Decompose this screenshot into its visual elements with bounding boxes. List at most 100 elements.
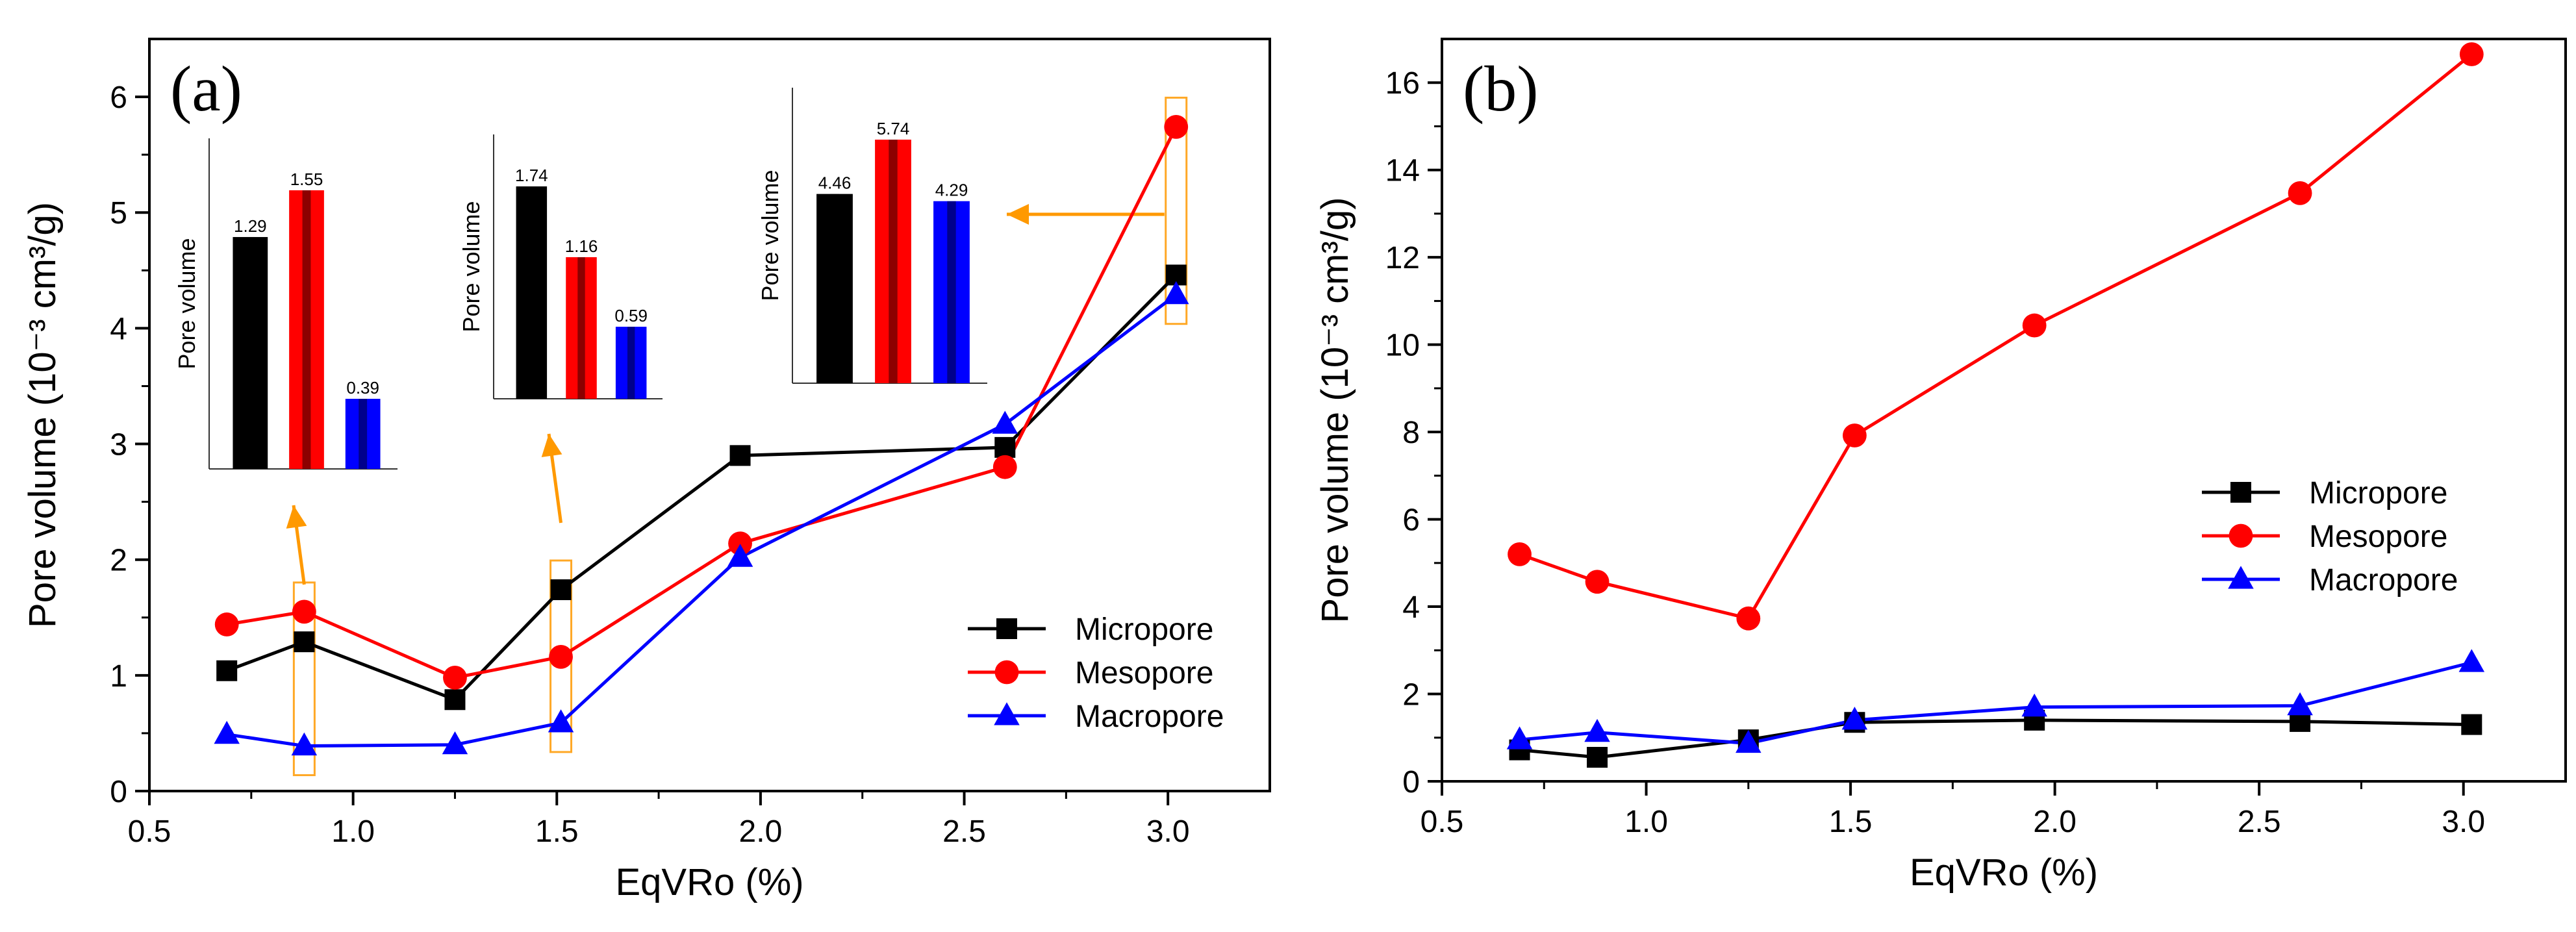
legend-label: Macropore — [2309, 563, 2458, 598]
inset-bar — [875, 140, 911, 383]
data-point-mesopore — [2459, 42, 2484, 66]
y-tick-label: 5 — [110, 196, 127, 231]
legend-marker-macropore — [994, 702, 1020, 725]
x-tick-label: 3.0 — [2442, 805, 2485, 839]
y-axis-title: Pore volume (10⁻³ cm³/g) — [21, 202, 64, 628]
legend-label: Macropore — [1075, 699, 1224, 734]
data-point-micropore — [1587, 747, 1608, 768]
inset-bar-shade — [577, 257, 585, 399]
inset-bar — [816, 194, 853, 383]
plot-frame — [148, 38, 1271, 792]
data-point-macropore — [1736, 729, 1762, 753]
inset-bar-value-label: 1.55 — [290, 170, 323, 189]
inset-bar-value-label: 1.16 — [565, 236, 598, 256]
highlight-box — [1165, 96, 1188, 325]
data-point-macropore — [1584, 718, 1610, 742]
data-point-macropore — [548, 709, 574, 733]
annotation-arrowhead — [286, 505, 307, 529]
series-line-macropore — [1519, 661, 2472, 746]
data-point-mesopore — [549, 644, 573, 669]
inset-y-axis-title: Pore volume — [173, 238, 200, 369]
inset-bar-chart: 1.74 1.16 0.59 Pore volume — [458, 134, 663, 399]
inset-bar-shade — [830, 194, 839, 383]
data-point-micropore — [444, 689, 466, 711]
y-axis-title: Pore volume (10⁻³ cm³/g) — [1314, 197, 1356, 623]
data-point-mesopore — [992, 455, 1017, 479]
x-tick-label: 0.5 — [128, 814, 171, 849]
data-point-mesopore — [1585, 570, 1610, 594]
data-point-macropore — [1163, 281, 1189, 305]
data-point-mesopore — [292, 599, 316, 624]
inset-bar-shade — [527, 186, 536, 399]
legend-marker-micropore — [996, 618, 1017, 639]
legend-label: Micropore — [1075, 612, 1213, 647]
y-tick-label: 4 — [1402, 590, 1420, 625]
data-point-macropore — [442, 731, 468, 755]
y-tick-label: 12 — [1385, 241, 1420, 275]
x-tick-label: 1.0 — [331, 814, 375, 849]
data-point-macropore — [992, 410, 1018, 434]
inset-bar-value-label: 1.29 — [234, 216, 267, 236]
inset-bar-value-label: 5.74 — [877, 119, 910, 138]
panel-label: (a) — [170, 53, 242, 125]
y-tick-label: 2 — [110, 544, 127, 578]
x-tick-label: 1.0 — [1624, 805, 1668, 839]
data-point-macropore — [727, 544, 753, 567]
x-tick-label: 2.0 — [2033, 805, 2077, 839]
legend-marker-macropore — [2228, 566, 2254, 589]
data-point-mesopore — [1736, 606, 1761, 631]
inset-bar — [516, 186, 548, 399]
x-tick-label: 2.0 — [739, 814, 783, 849]
x-axis-title: EqVRo (%) — [1910, 851, 2098, 894]
y-tick-label: 14 — [1385, 154, 1420, 188]
data-point-mesopore — [728, 531, 752, 556]
inset-bar-value-label: 0.59 — [614, 306, 648, 325]
inset-y-axis-title: Pore volume — [458, 201, 485, 332]
data-point-micropore — [216, 660, 238, 681]
data-point-mesopore — [214, 612, 239, 636]
panel-b: 0.5 1.0 1.5 2.0 2.5 3.0 0 2 4 6 8 10 12 14 16 EqVRo (%)… — [1314, 38, 2567, 894]
data-point-mesopore — [1842, 423, 1867, 447]
panel-label: (b) — [1463, 53, 1539, 125]
annotation-arrowhead — [541, 434, 562, 457]
data-point-macropore — [2021, 693, 2047, 717]
x-tick-label: 0.5 — [1421, 805, 1464, 839]
x-axis-title: EqVRo (%) — [615, 861, 803, 903]
x-tick-label: 1.5 — [1829, 805, 1873, 839]
x-tick-label: 1.5 — [535, 814, 579, 849]
inset-bar-chart: 4.46 5.74 4.29 Pore volume — [757, 88, 987, 384]
annotation-arrowhead — [1007, 204, 1029, 225]
panel-a: 0.5 1.0 1.5 2.0 2.5 3.0 0 1 2 3 4 5 6 EqVRo (%) Pore v… — [21, 38, 1271, 903]
x-tick-label: 2.5 — [2238, 805, 2281, 839]
inset-y-axis-title: Pore volume — [757, 170, 783, 301]
inset-bar-shade — [359, 399, 368, 469]
inset-bar — [345, 399, 381, 469]
legend-label: Mesopore — [2309, 520, 2447, 554]
inset-bar-shade — [627, 327, 635, 399]
data-point-mesopore — [2022, 313, 2047, 338]
data-point-macropore — [2458, 649, 2485, 672]
y-tick-label: 8 — [1402, 416, 1420, 450]
y-tick-label: 3 — [110, 428, 127, 462]
data-point-micropore — [2461, 714, 2482, 735]
inset-bar-shade — [947, 201, 956, 383]
data-point-micropore — [294, 631, 315, 653]
y-tick-label: 10 — [1385, 329, 1420, 363]
legend-marker-mesopore — [2229, 523, 2253, 548]
inset-bar-value-label: 1.74 — [515, 166, 548, 185]
plot-frame — [1441, 38, 2567, 783]
inset-bar-shade — [246, 236, 255, 469]
data-point-micropore — [550, 579, 572, 601]
data-point-mesopore — [443, 666, 467, 690]
y-tick-label: 4 — [110, 312, 127, 346]
x-tick-label: 3.0 — [1146, 814, 1190, 849]
inset-bar-shade — [889, 140, 898, 383]
inset-bar-value-label: 0.39 — [346, 378, 379, 397]
y-tick-label: 0 — [110, 775, 127, 809]
inset-bar — [566, 257, 597, 399]
inset-bar — [933, 201, 970, 383]
data-point-mesopore — [2288, 181, 2312, 205]
y-tick-label: 16 — [1385, 66, 1420, 101]
inset-bar — [289, 190, 324, 469]
